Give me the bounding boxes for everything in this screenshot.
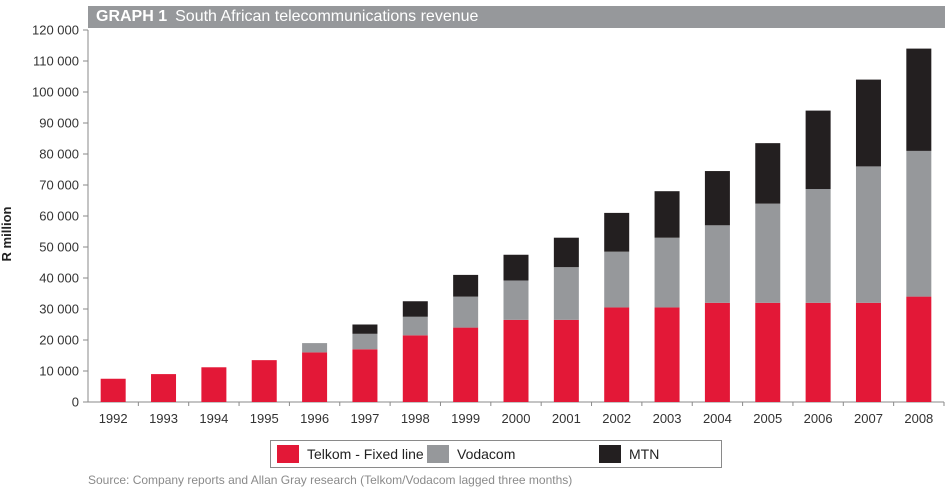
x-tick-label: 1994	[199, 411, 228, 426]
legend-label: Telkom - Fixed line	[307, 446, 424, 462]
legend-swatch	[599, 445, 621, 463]
bar-telkom-fixed-line-1996	[302, 352, 328, 402]
bar-telkom-fixed-line-2003	[654, 307, 680, 402]
bar-mtn-2001	[553, 237, 579, 268]
bar-vodacom-1998	[402, 316, 428, 336]
x-tick-label: 1993	[149, 411, 178, 426]
legend-label: MTN	[629, 446, 660, 462]
bar-mtn-2003	[654, 191, 680, 238]
bar-telkom-fixed-line-2001	[553, 319, 579, 402]
x-tick-label: 2000	[502, 411, 531, 426]
bar-vodacom-2005	[755, 203, 781, 303]
bar-telkom-fixed-line-1992	[100, 378, 126, 402]
graph-number: GRAPH 1	[96, 8, 168, 25]
bar-telkom-fixed-line-1998	[402, 335, 428, 402]
bar-vodacom-2001	[553, 267, 579, 320]
bar-vodacom-2008	[906, 150, 932, 297]
x-tick-label: 2007	[854, 411, 883, 426]
bar-mtn-2002	[604, 212, 630, 252]
x-tick-label: 1998	[401, 411, 430, 426]
legend-swatch	[427, 445, 449, 463]
bar-vodacom-2003	[654, 237, 680, 308]
graph-title: South African telecommunications revenue	[175, 8, 479, 25]
bar-mtn-1999	[453, 274, 479, 297]
bar-mtn-1998	[402, 301, 428, 317]
bar-mtn-2007	[855, 79, 881, 167]
graph-header: GRAPH 1 South African telecommunications …	[88, 6, 945, 28]
y-tick-label: 10 000	[39, 364, 79, 379]
y-tick-label: 100 000	[32, 85, 79, 100]
bar-telkom-fixed-line-2005	[755, 302, 781, 402]
bar-vodacom-1996	[302, 343, 328, 353]
bar-telkom-fixed-line-2006	[805, 302, 831, 402]
bar-vodacom-1999	[453, 296, 479, 328]
chart-legend: Telkom - Fixed line Vodacom MTN	[270, 440, 722, 468]
x-tick-label: 2002	[602, 411, 631, 426]
bar-telkom-fixed-line-1995	[251, 360, 277, 402]
bar-telkom-fixed-line-2000	[503, 319, 529, 402]
y-tick-label: 20 000	[39, 333, 79, 348]
x-tick-label: 1992	[99, 411, 128, 426]
bar-telkom-fixed-line-2008	[906, 296, 932, 402]
bar-vodacom-2004	[704, 225, 730, 303]
bar-vodacom-2002	[604, 251, 630, 308]
y-axis-title: R million	[0, 206, 14, 261]
bar-mtn-2005	[755, 143, 781, 204]
x-tick-label: 2004	[703, 411, 732, 426]
y-tick-label: 40 000	[39, 271, 79, 286]
legend-swatch	[277, 445, 299, 463]
y-tick-label: 120 000	[32, 23, 79, 38]
x-tick-label: 1995	[250, 411, 279, 426]
bar-mtn-1997	[352, 324, 378, 334]
source-note: Source: Company reports and Allan Gray r…	[88, 473, 573, 487]
x-tick-label: 1996	[300, 411, 329, 426]
x-tick-label: 1997	[350, 411, 379, 426]
y-tick-label: 50 000	[39, 240, 79, 255]
bar-mtn-2008	[906, 48, 932, 151]
x-tick-label: 1999	[451, 411, 480, 426]
bar-telkom-fixed-line-2002	[604, 307, 630, 402]
legend-label: Vodacom	[457, 446, 516, 462]
y-tick-label: 60 000	[39, 209, 79, 224]
x-tick-label: 2008	[904, 411, 933, 426]
bar-telkom-fixed-line-1997	[352, 349, 378, 402]
x-tick-label: 2001	[552, 411, 581, 426]
x-tick-label: 2005	[753, 411, 782, 426]
bar-vodacom-2006	[805, 189, 831, 303]
y-tick-label: 80 000	[39, 147, 79, 162]
bar-vodacom-2000	[503, 280, 529, 320]
y-tick-label: 90 000	[39, 116, 79, 131]
bar-telkom-fixed-line-1999	[453, 327, 479, 402]
y-tick-label: 110 000	[33, 54, 79, 69]
bar-mtn-2000	[503, 254, 529, 281]
bar-mtn-2004	[704, 171, 730, 226]
bar-telkom-fixed-line-1993	[151, 374, 177, 402]
bar-telkom-fixed-line-1994	[201, 367, 227, 402]
y-tick-label: 0	[72, 395, 79, 410]
x-tick-label: 2006	[804, 411, 833, 426]
y-tick-label: 30 000	[39, 302, 79, 317]
bar-vodacom-1997	[352, 333, 378, 350]
bar-telkom-fixed-line-2004	[704, 302, 730, 402]
bar-vodacom-2007	[855, 166, 881, 303]
bar-mtn-2006	[805, 110, 831, 190]
stacked-bar-chart: 0 10 000 20 000 30 000 40 000 50 000 60 000 70 …	[0, 23, 945, 426]
bar-telkom-fixed-line-2007	[855, 302, 881, 402]
y-tick-label: 70 000	[39, 178, 79, 193]
x-tick-label: 2003	[653, 411, 682, 426]
